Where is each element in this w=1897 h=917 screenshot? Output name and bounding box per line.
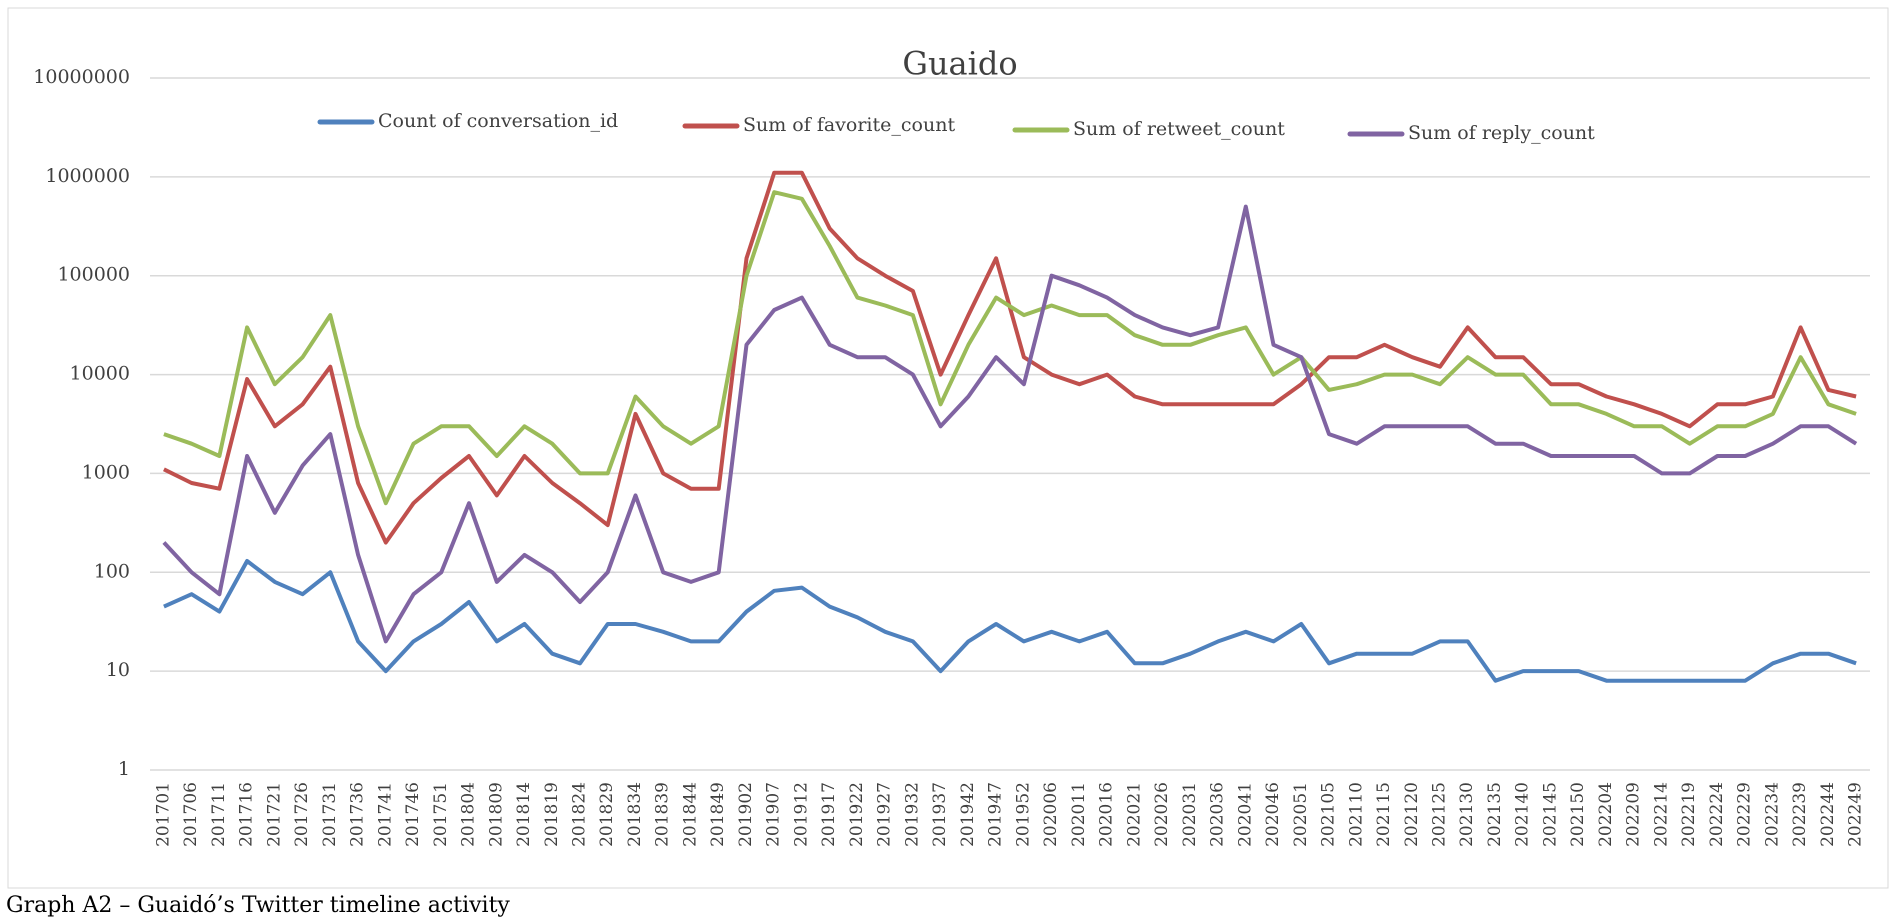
x-tick-label: 202016 xyxy=(1097,782,1117,847)
x-tick-label: 202051 xyxy=(1291,782,1311,847)
x-tick-label: 201736 xyxy=(348,782,368,847)
x-tick-label: 201824 xyxy=(570,782,590,847)
x-tick-label: 202110 xyxy=(1346,782,1366,847)
x-tick-label: 201927 xyxy=(875,782,895,847)
series-line xyxy=(163,170,1857,545)
y-tick-label: 100000 xyxy=(57,264,130,286)
x-tick-label: 201804 xyxy=(459,782,479,847)
x-tick-label: 202115 xyxy=(1374,782,1394,847)
x-tick-label: 202204 xyxy=(1596,782,1616,847)
x-tick-label: 201947 xyxy=(986,782,1006,847)
x-tick-label: 201912 xyxy=(791,782,811,847)
x-tick-label: 201731 xyxy=(320,782,340,847)
x-tick-label: 202130 xyxy=(1457,782,1477,847)
x-tick-label: 201937 xyxy=(930,782,950,847)
chart-title: Guaido xyxy=(902,45,1017,83)
x-tick-label: 202041 xyxy=(1235,782,1255,847)
x-tick-label: 201706 xyxy=(181,782,201,847)
x-tick-label: 201829 xyxy=(597,782,617,847)
y-tick-label: 10000000 xyxy=(33,66,130,88)
x-tick-label: 202006 xyxy=(1041,782,1061,847)
x-tick-label: 201922 xyxy=(847,782,867,847)
x-tick-label: 202026 xyxy=(1152,782,1172,847)
x-tick-label: 201902 xyxy=(736,782,756,847)
y-tick-label: 10000 xyxy=(70,363,130,385)
x-tick-label: 202244 xyxy=(1818,782,1838,847)
x-tick-label: 201814 xyxy=(514,782,534,847)
x-tick-label: 202234 xyxy=(1762,782,1782,847)
x-tick-label: 201932 xyxy=(902,782,922,847)
x-tick-label: 201839 xyxy=(653,782,673,847)
y-tick-label: 10 xyxy=(106,659,130,681)
x-tick-label: 201701 xyxy=(153,782,173,847)
x-tick-label: 201716 xyxy=(237,782,257,847)
x-tick-label: 201741 xyxy=(375,782,395,847)
x-tick-label: 202011 xyxy=(1069,782,1089,847)
x-tick-label: 202229 xyxy=(1735,782,1755,847)
x-tick-label: 202125 xyxy=(1430,782,1450,847)
x-tick-label: 201746 xyxy=(403,782,423,847)
x-tick-label: 201751 xyxy=(431,782,451,847)
legend-label: Sum of retweet_count xyxy=(1073,118,1285,140)
x-tick-label: 201726 xyxy=(292,782,312,847)
y-tick-label: 100 xyxy=(94,560,130,582)
x-tick-label: 202214 xyxy=(1651,782,1671,847)
legend-label: Sum of reply_count xyxy=(1408,122,1595,144)
series-line xyxy=(163,559,1857,683)
x-tick-label: 201942 xyxy=(958,782,978,847)
x-tick-label: 202036 xyxy=(1208,782,1228,847)
y-tick-label: 1000000 xyxy=(45,165,130,187)
x-tick-label: 201952 xyxy=(1013,782,1033,847)
x-tick-label: 202140 xyxy=(1513,782,1533,847)
x-tick-label: 201711 xyxy=(209,782,229,847)
x-tick-label: 201844 xyxy=(680,782,700,847)
x-tick-label: 202219 xyxy=(1679,782,1699,847)
x-tick-label: 202105 xyxy=(1319,782,1339,847)
legend-label: Sum of favorite_count xyxy=(743,114,955,136)
x-tick-label: 202249 xyxy=(1846,782,1866,847)
chart-border xyxy=(7,7,1889,889)
x-tick-label: 202135 xyxy=(1485,782,1505,847)
y-tick-label: 1 xyxy=(118,758,130,780)
x-tick-label: 201819 xyxy=(542,782,562,847)
y-tick-label: 1000 xyxy=(82,461,130,483)
x-tick-label: 202209 xyxy=(1624,782,1644,847)
x-tick-label: 201849 xyxy=(708,782,728,847)
x-tick-label: 202224 xyxy=(1707,782,1727,847)
x-tick-label: 201809 xyxy=(486,782,506,847)
x-tick-label: 201721 xyxy=(264,782,284,847)
series-line xyxy=(162,204,1858,644)
x-tick-label: 202145 xyxy=(1540,782,1560,847)
x-tick-label: 202031 xyxy=(1180,782,1200,847)
x-tick-label: 202120 xyxy=(1402,782,1422,847)
x-tick-label: 202150 xyxy=(1568,782,1588,847)
x-tick-label: 202046 xyxy=(1263,782,1283,847)
x-tick-label: 201907 xyxy=(764,782,784,847)
caption: Graph A2 – Guaidó’s Twitter timeline act… xyxy=(6,893,510,917)
x-tick-label: 202239 xyxy=(1790,782,1810,847)
x-tick-label: 201834 xyxy=(625,782,645,847)
x-tick-label: 201917 xyxy=(819,782,839,847)
legend-label: Count of conversation_id xyxy=(378,110,618,132)
series-line xyxy=(163,190,1857,506)
x-tick-label: 202021 xyxy=(1124,782,1144,847)
